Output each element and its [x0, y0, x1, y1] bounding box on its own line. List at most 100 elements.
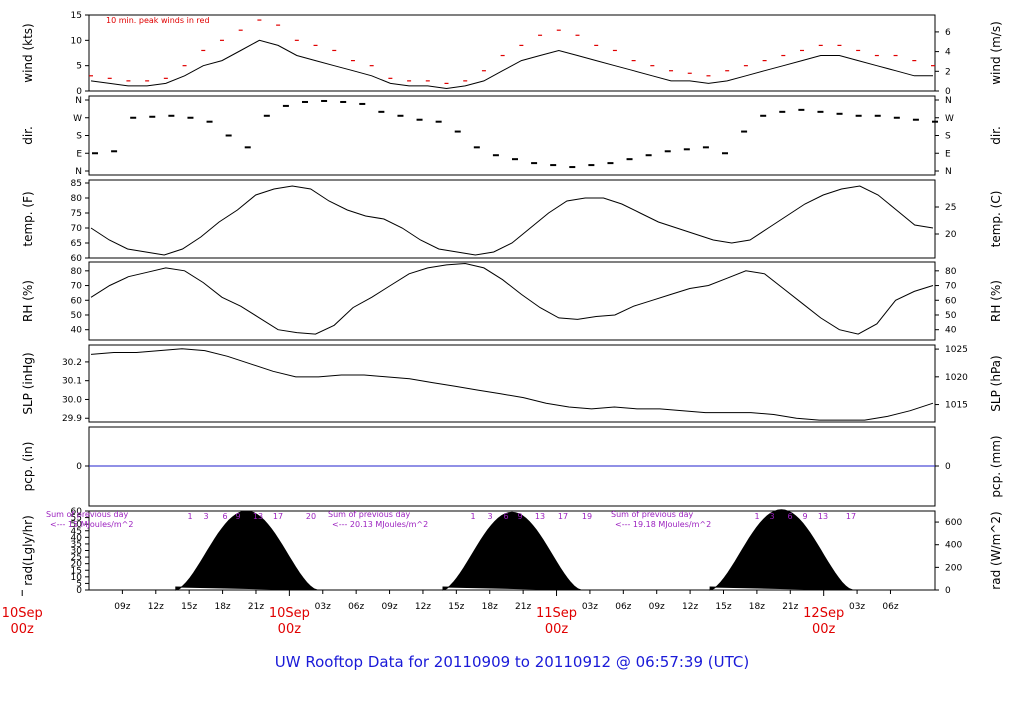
temp-left-axis-label: temp. (F): [21, 191, 35, 246]
direction-point: [416, 118, 423, 121]
x-tick-label: 18z: [482, 602, 498, 612]
radiation-hour-label: 9: [517, 512, 522, 521]
wind-left-tick-label: 0: [76, 87, 82, 97]
slp-right-axis-label: SLP (hPa): [989, 355, 1003, 411]
rad-right-tick-label: 600: [945, 518, 962, 528]
date-time-label: 00z: [278, 622, 302, 637]
wind-right-tick-label: 4: [945, 48, 951, 58]
direction-point: [168, 114, 175, 117]
wind-left-tick-label: 5: [76, 62, 82, 72]
x-tick-label: 03z: [582, 602, 598, 612]
rad-left-tick-label: 35: [71, 540, 82, 550]
direction-point: [607, 162, 614, 165]
x-tick-label: 09z: [649, 602, 665, 612]
direction-point: [874, 114, 881, 117]
slp-right-tick-label: 1025: [945, 345, 968, 355]
slp-left-tick-label: 30.0: [62, 395, 82, 405]
slp-right-tick-label: 1020: [945, 373, 968, 383]
direction-point: [302, 100, 308, 103]
temperature-series-line: [90, 185, 934, 256]
direction-point: [244, 146, 251, 149]
direction-point: [397, 114, 404, 117]
dir-left-tick-label: E: [76, 149, 82, 159]
radiation-hour-label: 9: [802, 512, 807, 521]
rh-left-tick-label: 50: [71, 311, 83, 321]
rh-series-line: [90, 262, 934, 335]
dir-right-tick-label: N: [945, 96, 952, 106]
radiation-hour-label: 19: [582, 512, 592, 521]
date-label: 12Sep: [803, 606, 844, 621]
radiation-hour-label: 6: [503, 512, 508, 521]
slp-series-line: [90, 348, 934, 421]
x-tick-label: 21z: [782, 602, 798, 612]
dir-right-tick-label: E: [945, 149, 951, 159]
wind-series-line: [90, 39, 933, 90]
rad-right-axis-label: rad (W/m^2): [989, 511, 1003, 589]
direction-point: [912, 118, 919, 121]
temp-right-axis-label: temp. (C): [989, 191, 1003, 248]
direction-point: [932, 120, 938, 123]
date-time-label: 00z: [11, 622, 35, 637]
temp-left-tick-label: 80: [71, 194, 83, 204]
radiation-sum-note: Sum of previous day: [611, 510, 693, 519]
direction-point: [263, 114, 270, 117]
x-tick-label: 15z: [448, 602, 464, 612]
radiation-hour-label: 1: [187, 512, 192, 521]
direction-point: [722, 152, 728, 155]
rad-left-tick-label: 40: [71, 533, 83, 543]
x-tick-label: 06z: [348, 602, 364, 612]
pcp-right-axis-label: pcp. (mm): [989, 435, 1003, 497]
direction-point: [702, 146, 709, 149]
radiation-hour-label: 17: [846, 512, 856, 521]
x-tick-label: 15z: [181, 602, 197, 612]
direction-point: [645, 154, 652, 157]
x-tick-label: 18z: [214, 602, 230, 612]
slp-left-tick-label: 30.2: [62, 358, 82, 368]
x-tick-label: 21z: [515, 602, 531, 612]
radiation-hour-label: 1: [754, 512, 759, 521]
rh-right-tick-label: 60: [945, 296, 957, 306]
rh-right-tick-label: 40: [945, 326, 957, 336]
dir-panel-frame: [88, 95, 936, 176]
direction-point: [492, 154, 499, 157]
dir-left-tick-label: N: [75, 167, 82, 177]
x-tick-label: 03z: [315, 602, 331, 612]
x-tick-label: 12z: [148, 602, 164, 612]
direction-point: [836, 112, 843, 115]
peak-wind-annotation: 10 min. peak winds in red: [106, 16, 210, 25]
rh-right-axis-label: RH (%): [989, 280, 1003, 322]
radiation-hour-label: 1: [470, 512, 475, 521]
direction-point: [779, 110, 786, 113]
direction-point: [378, 110, 385, 113]
radiation-area: [175, 510, 318, 591]
direction-point: [588, 164, 595, 167]
direction-point: [225, 134, 232, 137]
rad-left-axis-label: rad(Lgly/hr): [21, 515, 35, 586]
radiation-sum-value: <--- 15 MJoules/m^2: [50, 520, 133, 529]
dir-left-tick-label: W: [73, 114, 82, 124]
temp-left-tick-label: 70: [71, 224, 83, 234]
direction-point: [340, 100, 347, 103]
x-tick-label: 06z: [882, 602, 898, 612]
rh-right-tick-label: 80: [945, 267, 957, 277]
rh-left-tick-label: 60: [71, 296, 83, 306]
temp-left-tick-label: 85: [71, 179, 82, 189]
rh-left-tick-label: 40: [71, 326, 83, 336]
direction-point: [512, 158, 518, 161]
direction-point: [893, 116, 900, 119]
date-time-label: 00z: [812, 622, 836, 637]
rh-left-axis-label: RH (%): [21, 280, 35, 322]
radiation-sum-note: Sum of previous day: [328, 510, 410, 519]
rad-left-tick-label: 30: [71, 547, 83, 557]
dir-left-tick-label: S: [76, 132, 82, 142]
temp-left-tick-label: 60: [71, 254, 83, 264]
slp-left-axis-label: SLP (inHg): [21, 352, 35, 414]
pcp-right-tick-label: 0: [945, 462, 951, 472]
dir-right-tick-label: N: [945, 167, 952, 177]
dir-left-tick-label: N: [75, 96, 82, 106]
x-tick-label: 09z: [114, 602, 130, 612]
rh-left-tick-label: 70: [71, 282, 83, 292]
direction-point: [569, 166, 576, 169]
date-time-label: 00z: [545, 622, 569, 637]
rad-left-tick-label: 45: [71, 527, 82, 537]
